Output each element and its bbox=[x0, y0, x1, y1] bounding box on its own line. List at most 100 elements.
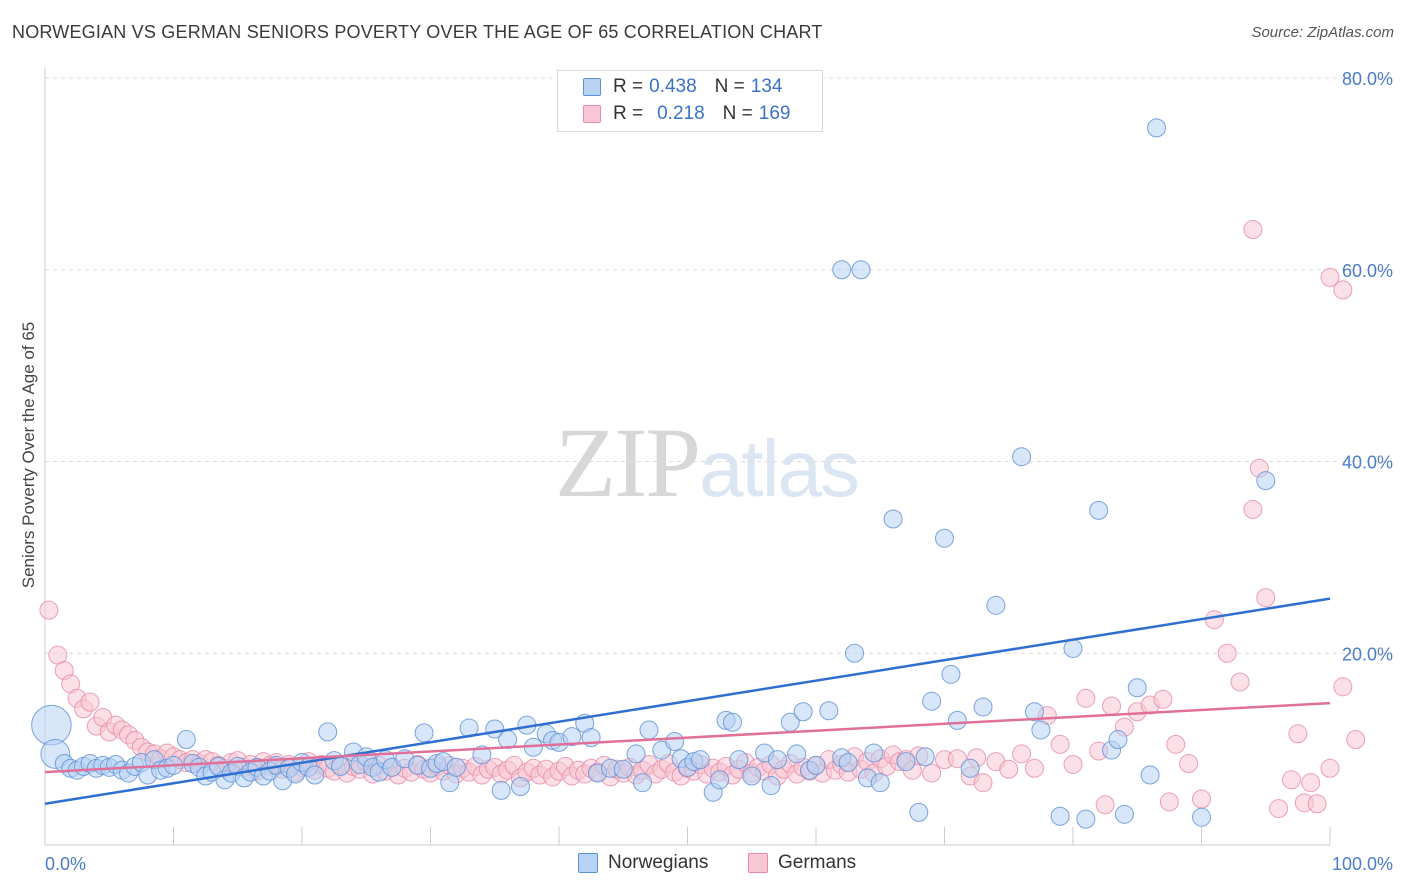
germans-point-162 bbox=[1217, 643, 1237, 663]
germans-point-172 bbox=[1301, 773, 1321, 793]
norwegians-point-114 bbox=[960, 758, 980, 778]
norwegians-point-95 bbox=[787, 744, 807, 764]
y-tick-label-60: 60.0% bbox=[1342, 261, 1393, 281]
series-norwegians bbox=[31, 118, 1276, 829]
y-tick-label-80: 80.0% bbox=[1342, 69, 1393, 89]
germans-point-144 bbox=[1012, 744, 1032, 764]
legend-n-label: N = bbox=[722, 103, 753, 124]
germans-point-157 bbox=[1159, 792, 1179, 812]
norwegians-point-93 bbox=[767, 750, 787, 770]
norwegians-point-126 bbox=[1114, 804, 1134, 824]
norwegians-point-121 bbox=[1063, 638, 1083, 658]
germans-point-149 bbox=[1076, 688, 1096, 708]
germans-point-156 bbox=[1153, 689, 1173, 709]
germans-point-175 bbox=[1346, 730, 1366, 750]
germans-point-173 bbox=[1320, 758, 1340, 778]
norwegians-point-129 bbox=[1192, 807, 1211, 827]
watermark-zip: ZIP bbox=[555, 407, 701, 518]
germans-point-167 bbox=[1269, 799, 1289, 819]
bottom-legend-norwegians: Norwegians bbox=[578, 852, 708, 874]
y-tick-label-40: 40.0% bbox=[1342, 453, 1393, 473]
bottom-legend: Norwegians Germans bbox=[0, 852, 1406, 878]
norwegians-point-106 bbox=[883, 509, 903, 529]
trend-lines bbox=[44, 597, 1331, 806]
germans-point-145 bbox=[1024, 758, 1044, 778]
germans-point-151 bbox=[1095, 795, 1115, 815]
x-tick-label-100: 100.0% bbox=[1332, 854, 1393, 874]
norwegians-point-43 bbox=[331, 756, 351, 776]
legend-r-label: R = bbox=[613, 103, 644, 124]
y-axis-label: Seniors Poverty Over the Age of 65 bbox=[19, 322, 38, 588]
norwegians-point-98 bbox=[806, 755, 826, 775]
norwegians-point-118 bbox=[1024, 702, 1044, 722]
norwegians-point-60 bbox=[472, 745, 492, 765]
norwegians-point-109 bbox=[915, 747, 935, 767]
norwegians-point-88 bbox=[722, 712, 742, 732]
germans-point-152 bbox=[1102, 696, 1122, 716]
germans-point-138 bbox=[947, 749, 967, 769]
germans-point-163 bbox=[1230, 672, 1250, 692]
germans-point-141 bbox=[973, 773, 993, 793]
axes bbox=[44, 68, 1331, 846]
germans-point-143 bbox=[999, 759, 1019, 779]
series-germans bbox=[39, 219, 1366, 819]
norwegians-point-76 bbox=[626, 744, 646, 764]
norwegians-point-70 bbox=[562, 727, 582, 747]
germans-point-136 bbox=[922, 763, 942, 783]
norwegians-point-130 bbox=[1256, 471, 1276, 491]
norwegians-point-20 bbox=[176, 730, 196, 750]
norwegians-point-77 bbox=[633, 773, 653, 793]
legend-swatch-norwegians bbox=[583, 78, 601, 96]
norwegians-point-101 bbox=[838, 753, 858, 773]
norwegians-point-113 bbox=[947, 710, 967, 730]
source-label: Source: ZipAtlas.com bbox=[1251, 24, 1394, 41]
watermark-atlas: atlas bbox=[699, 424, 860, 513]
legend-r-value-norwegians: 0.438 bbox=[649, 76, 697, 97]
legend-n-label: N = bbox=[714, 76, 745, 97]
trend-line-norwegians bbox=[44, 597, 1331, 806]
norwegians-point-112 bbox=[941, 664, 961, 684]
legend-box: R = 0.438 N = 134 R = 0.218 N = 169 bbox=[557, 70, 823, 132]
legend-swatch-germans bbox=[583, 105, 601, 123]
norwegians-point-105 bbox=[870, 773, 890, 793]
norwegians-point-125 bbox=[1108, 730, 1128, 750]
germans-point-171 bbox=[1307, 794, 1327, 814]
norwegians-point-115 bbox=[973, 697, 993, 717]
norwegians-point-127 bbox=[1127, 678, 1147, 698]
germans-point-177 bbox=[1320, 267, 1340, 287]
legend-r-value-germans: 0.218 bbox=[657, 103, 705, 124]
bottom-legend-label-norwegians: Norwegians bbox=[608, 852, 709, 873]
norwegians-point-58 bbox=[446, 757, 466, 777]
norwegians-point-92 bbox=[761, 776, 781, 796]
norwegians-point-84 bbox=[690, 750, 710, 770]
germans-point-148 bbox=[1063, 754, 1083, 774]
norwegians-point-64 bbox=[510, 777, 530, 797]
norwegians-point-110 bbox=[922, 691, 942, 711]
watermark: ZIPatlas bbox=[555, 405, 860, 520]
norwegians-point-119 bbox=[1031, 720, 1051, 740]
germans-point-176 bbox=[1243, 219, 1263, 239]
legend-row-germans: R = 0.218 N = 169 bbox=[583, 101, 790, 127]
norwegians-point-131 bbox=[1147, 118, 1167, 138]
norwegians-point-40 bbox=[305, 765, 325, 785]
bottom-legend-swatch-germans bbox=[748, 853, 768, 873]
germans-point-166 bbox=[1256, 588, 1276, 608]
norwegians-point-102 bbox=[845, 643, 865, 663]
norwegians-point-117 bbox=[1012, 447, 1032, 467]
grid-lines bbox=[45, 77, 1392, 654]
norwegians-point-86 bbox=[710, 770, 730, 790]
tick-labels: 20.0% 40.0% 60.0% 80.0% 0.0% 100.0% bbox=[45, 69, 1393, 874]
bottom-legend-swatch-norwegians bbox=[578, 853, 598, 873]
norwegians-point-120 bbox=[1050, 806, 1070, 826]
norwegians-point-107 bbox=[896, 752, 916, 772]
norwegians-point-128 bbox=[1140, 765, 1160, 785]
germans-point-160 bbox=[1192, 789, 1211, 809]
germans-point-169 bbox=[1288, 724, 1308, 744]
chart-title: NORWEGIAN VS GERMAN SENIORS POVERTY OVER… bbox=[12, 22, 823, 42]
norwegians-point-132 bbox=[832, 260, 852, 280]
norwegians-point-104 bbox=[864, 743, 884, 763]
bottom-legend-germans: Germans bbox=[748, 852, 856, 874]
x-tick-label-0: 0.0% bbox=[45, 854, 86, 874]
legend-n-value-germans: 169 bbox=[758, 103, 791, 124]
